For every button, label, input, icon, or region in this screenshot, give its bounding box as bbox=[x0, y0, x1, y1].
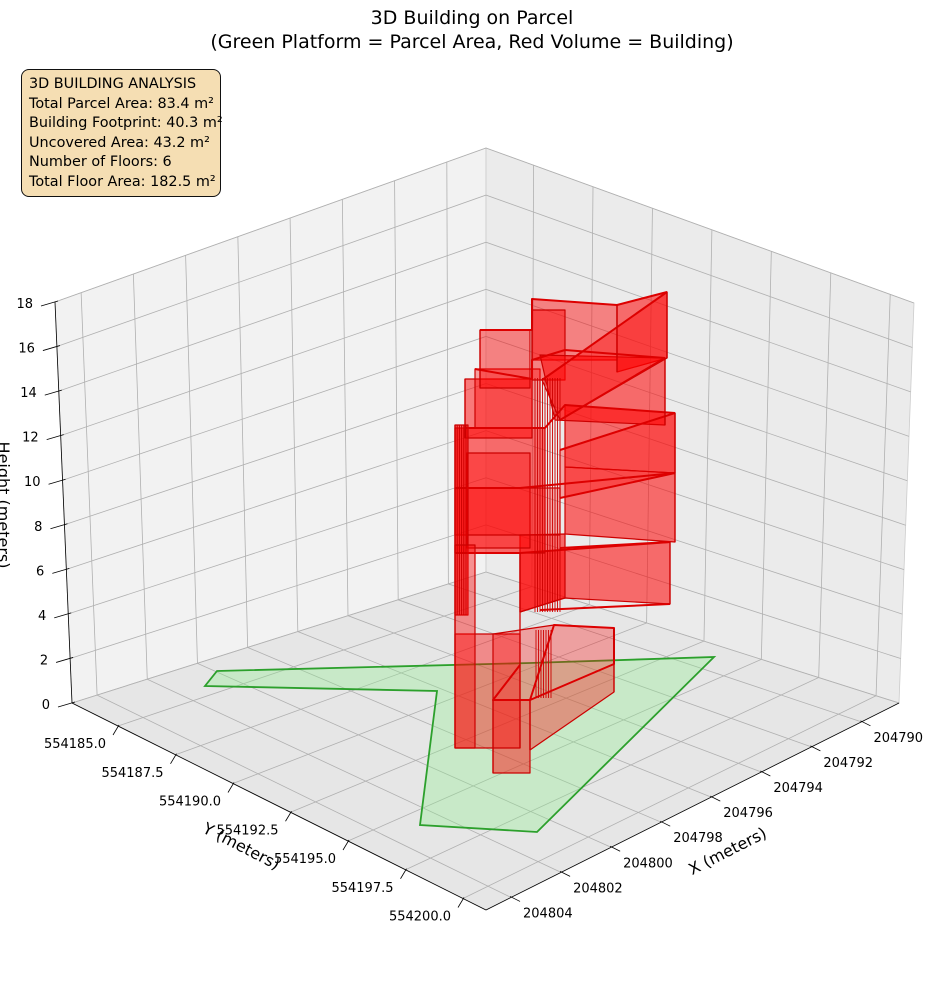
z-tick-label: 2 bbox=[40, 653, 48, 668]
x-tick-label: 204802 bbox=[573, 881, 623, 896]
x-tick-mark bbox=[509, 896, 521, 902]
z-tick-label: 6 bbox=[36, 564, 44, 579]
x-tick-label: 204792 bbox=[823, 756, 873, 771]
x-grid-line bbox=[132, 273, 562, 873]
floor-outline bbox=[559, 541, 671, 549]
y-tick-label: 554192.5 bbox=[216, 823, 278, 838]
title-line-2: (Green Platform = Parcel Area, Red Volum… bbox=[210, 31, 734, 53]
y-tick-label: 554195.0 bbox=[274, 852, 336, 867]
info-total-floor-area: Total Floor Area: 182.5 m² bbox=[29, 173, 216, 190]
y-tick-label: 554197.5 bbox=[331, 881, 393, 896]
z-tick-label: 16 bbox=[18, 342, 35, 357]
z-tick-mark bbox=[55, 657, 74, 663]
y-tick-mark bbox=[457, 897, 465, 908]
y-tick-label: 554200.0 bbox=[389, 910, 451, 925]
x-tick-label: 204800 bbox=[623, 856, 673, 871]
z-tick-mark bbox=[57, 701, 76, 708]
x-tick-mark bbox=[559, 871, 571, 877]
x-tick-mark bbox=[609, 845, 621, 852]
x-tick-label: 204790 bbox=[873, 731, 923, 746]
chart-title: 3D Building on Parcel (Green Platform = … bbox=[0, 6, 944, 54]
x-tick-label: 204796 bbox=[723, 806, 773, 821]
x-grid-line bbox=[341, 199, 762, 773]
x-tick-mark bbox=[660, 820, 671, 827]
x-grid-line bbox=[446, 161, 862, 723]
y-grid-line bbox=[347, 251, 772, 842]
x-tick-mark bbox=[760, 770, 771, 777]
info-floors: Number of Floors: 6 bbox=[29, 154, 172, 170]
info-building-footprint: Building Footprint: 40.3 m² bbox=[29, 115, 223, 131]
y-tick-mark bbox=[285, 811, 292, 822]
y-grid-line bbox=[405, 272, 832, 871]
info-total-parcel-area: Total Parcel Area: 83.4 m² bbox=[29, 95, 214, 112]
x-grid-line bbox=[185, 255, 612, 848]
y-tick-mark bbox=[170, 753, 177, 764]
analysis-info-box: 3D BUILDING ANALYSIS Total Parcel Area: … bbox=[21, 69, 223, 197]
x-tick-label: 204804 bbox=[523, 906, 573, 921]
floor-outline bbox=[455, 472, 676, 489]
building-volume bbox=[454, 291, 676, 774]
x-grid-line bbox=[237, 236, 662, 823]
building-face bbox=[479, 329, 531, 389]
z-tick-label: 18 bbox=[16, 297, 33, 312]
x-tick-label: 204794 bbox=[773, 781, 823, 796]
x-tick-mark bbox=[810, 745, 821, 752]
z-tick-mark bbox=[42, 345, 61, 351]
z-axis-label: Height (meters) bbox=[0, 442, 13, 569]
z-tick-mark bbox=[54, 612, 72, 619]
z-tick-mark bbox=[50, 523, 68, 530]
y-tick-label: 554190.0 bbox=[159, 795, 221, 810]
y-tick-label: 554187.5 bbox=[101, 766, 163, 781]
axis-ticks: 0 2 4 6 8 10 12 14 16 18 554185.0 554187.5 554190.0 5… bbox=[16, 297, 923, 925]
x-axis-line bbox=[485, 702, 900, 911]
z-tick-label: 12 bbox=[22, 431, 39, 446]
parcel-platform bbox=[203, 656, 717, 833]
y-tick-label: 554185.0 bbox=[44, 737, 106, 752]
y-tick-mark bbox=[112, 724, 120, 736]
y-tick-mark bbox=[400, 868, 407, 879]
floor-outline bbox=[559, 472, 676, 499]
z-tick-mark bbox=[48, 478, 66, 485]
y-grid-line bbox=[175, 186, 594, 756]
z-axis-line bbox=[54, 301, 73, 704]
y-grid-line bbox=[462, 294, 891, 899]
info-uncovered-area: Uncovered Area: 43.2 m² bbox=[29, 134, 210, 151]
info-heading: 3D BUILDING ANALYSIS bbox=[29, 76, 197, 92]
y-tick-mark bbox=[227, 782, 235, 793]
x-grid-line bbox=[289, 217, 712, 798]
z-tick-mark bbox=[40, 300, 59, 307]
building-face bbox=[454, 487, 561, 536]
z-tick-mark bbox=[46, 434, 64, 441]
z-tick-label: 0 bbox=[42, 698, 50, 713]
z-tick-label: 8 bbox=[34, 520, 42, 535]
z-tick-mark bbox=[44, 389, 62, 396]
z-tick-label: 14 bbox=[20, 386, 37, 401]
floor-outline bbox=[559, 412, 676, 451]
x-tick-mark bbox=[710, 795, 721, 802]
z-tick-label: 10 bbox=[24, 475, 41, 490]
x-grid-line bbox=[80, 292, 512, 898]
floor-outline bbox=[559, 357, 666, 421]
z-tick-label: 4 bbox=[38, 609, 46, 624]
floor-outline bbox=[539, 603, 671, 611]
x-tick-mark bbox=[860, 720, 871, 727]
z-tick-mark bbox=[52, 567, 70, 574]
title-line-1: 3D Building on Parcel bbox=[370, 7, 574, 29]
building-face bbox=[454, 544, 476, 749]
y-axis-line bbox=[71, 702, 487, 911]
x-tick-label: 204798 bbox=[673, 831, 723, 846]
floor-outline bbox=[541, 291, 668, 381]
y-tick-mark bbox=[342, 839, 350, 851]
